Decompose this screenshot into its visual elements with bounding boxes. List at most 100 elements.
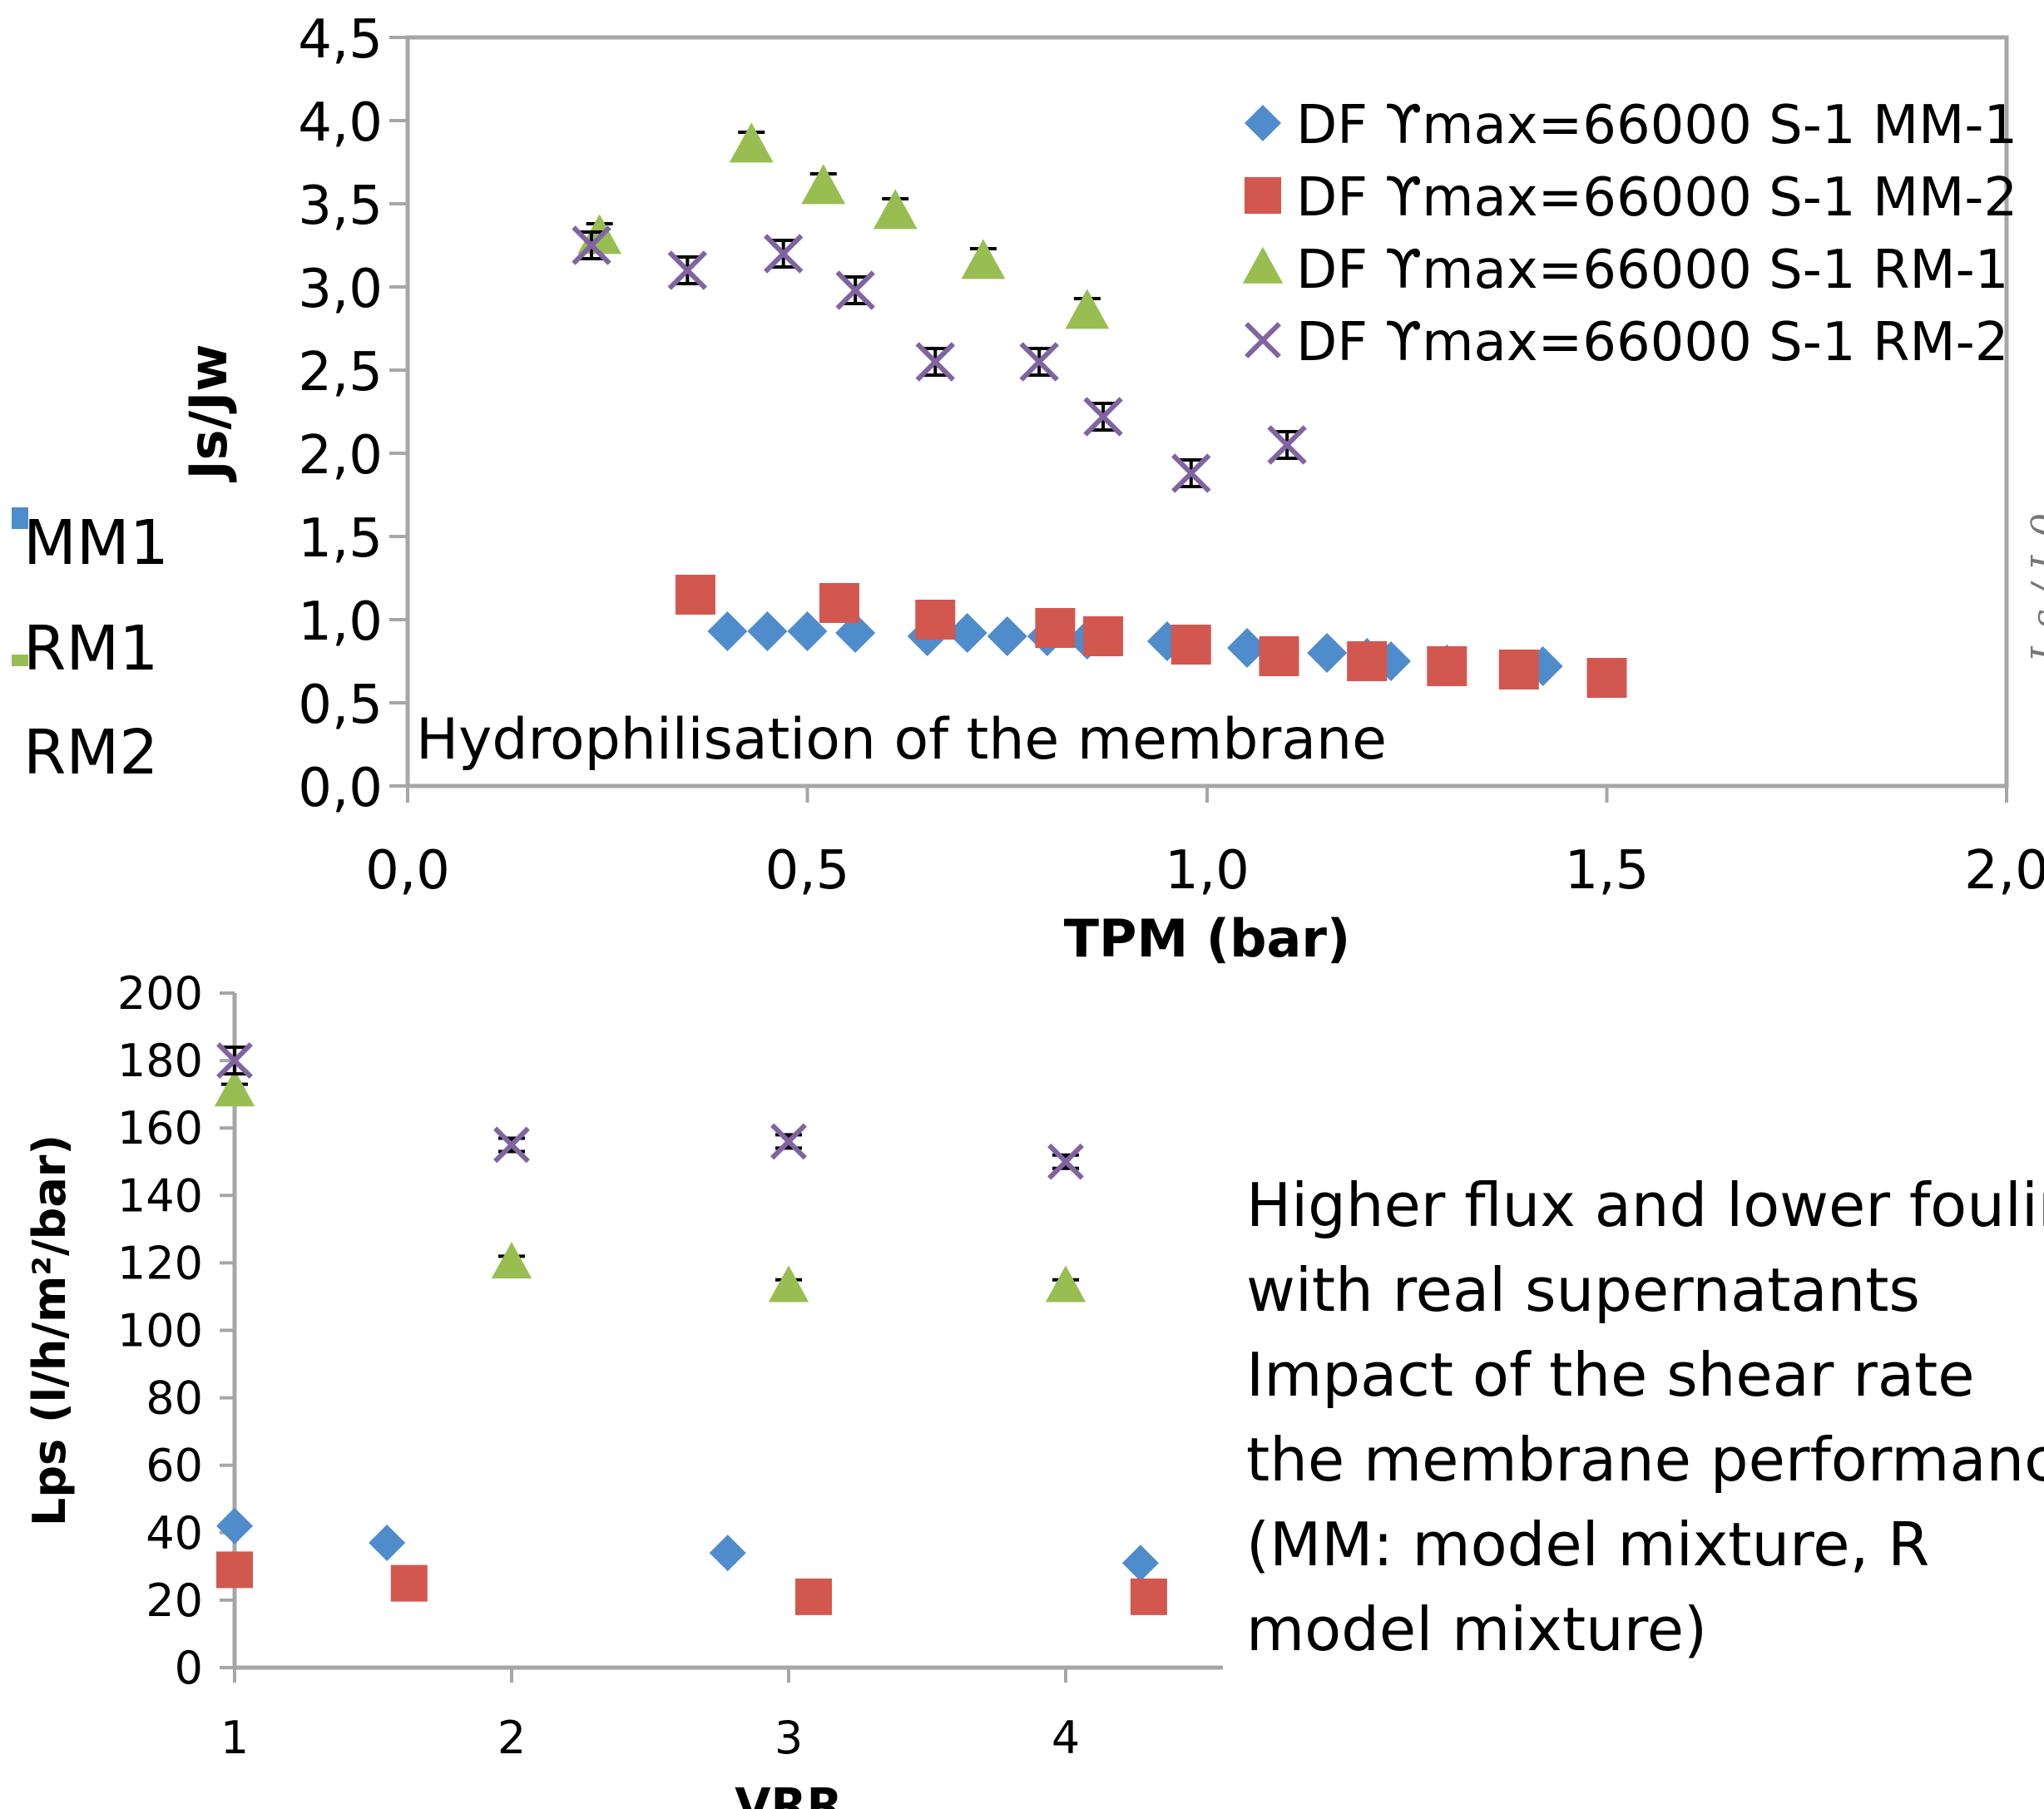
- side-legend-label: RM2: [23, 717, 159, 788]
- legend-x-icon: [1245, 322, 1281, 358]
- y-tick-label: 200: [117, 967, 203, 1020]
- triangle-marker: [961, 239, 1006, 279]
- x-axis-ticks: 0,0 0,5 1,0 1,5 2,0: [365, 786, 2044, 902]
- diamond-marker: [1121, 1545, 1159, 1582]
- notes-text: Higher flux and lower foulin with real s…: [1246, 1163, 2044, 1672]
- y-tick-label: 60: [146, 1440, 203, 1492]
- note-line: (MM: model mixture, R: [1246, 1510, 1930, 1579]
- side-legend-label: RM1: [23, 613, 159, 685]
- y-tick-label: 180: [117, 1035, 203, 1087]
- x-marker: [1267, 425, 1307, 465]
- x-tick-label: 1,0: [1165, 840, 1250, 902]
- x-marker: [216, 1042, 253, 1080]
- x-axis-ticks: 1 2 3 4: [220, 1668, 1080, 1764]
- diamond-marker: [369, 1524, 406, 1561]
- marker-stroke: [1245, 322, 1281, 358]
- x-tick-label: 3: [775, 1712, 803, 1764]
- x-tick-label: 2,0: [1964, 840, 2044, 902]
- y-tick-label: 0,5: [298, 675, 383, 736]
- diamond-marker: [1227, 628, 1268, 668]
- side-legend-item-mm1: MM1: [12, 507, 169, 579]
- legend-label: DF ϒmax=66000 S-1 RM-1: [1296, 240, 2008, 301]
- series-square: [675, 575, 1627, 698]
- y-axis-label: Lps (l/h/m²/bar): [23, 1134, 76, 1526]
- square-marker: [915, 600, 956, 640]
- x-marker: [572, 225, 611, 265]
- series-triangle: [577, 122, 1110, 329]
- y-tick-label: 3,5: [298, 175, 383, 237]
- square-marker: [1130, 1578, 1167, 1615]
- y-tick-label: 140: [117, 1169, 203, 1222]
- x-marker: [770, 1123, 807, 1160]
- legend: DF ϒmax=66000 S-1 MM-1 DF ϒmax=66000 S-1 …: [1242, 95, 2017, 373]
- square-marker: [794, 1578, 832, 1615]
- note-line: Higher flux and lower foulin: [1246, 1170, 2044, 1240]
- diamond-marker: [835, 613, 876, 653]
- x-tick-label: 0,5: [765, 840, 850, 902]
- square-marker: [1498, 650, 1539, 689]
- chart-vrr-lps: 0 20 40 60 80 100 120 140 160 180 200 1 2 3 4 VRR Lps (l…: [23, 967, 1223, 1809]
- side-legend-label: MM1: [23, 507, 169, 579]
- square-marker: [216, 1551, 253, 1589]
- x-marker: [1171, 453, 1211, 493]
- square-marker: [1347, 641, 1388, 681]
- triangle-marker: [801, 164, 846, 205]
- marker-stroke: [216, 1042, 253, 1080]
- marker-stroke: [572, 225, 611, 265]
- diamond-icon: [12, 507, 28, 529]
- legend-diamond-icon: [1245, 105, 1281, 141]
- square-marker: [1035, 608, 1076, 648]
- square-marker: [1170, 625, 1211, 665]
- chart-tpm-js-jw: 0,0 0,5 1,0 1,5 2,0 2,5 3,0 3,5 4,0 4,5 0,0 0,5 1,0 1…: [178, 9, 2044, 965]
- y-tick-label: 120: [117, 1237, 203, 1289]
- x-marker: [763, 234, 804, 274]
- diamond-marker: [787, 611, 828, 651]
- y-tick-label: 2,0: [298, 425, 383, 487]
- x-axis-label: VRR: [735, 1779, 843, 1809]
- square-marker: [1427, 646, 1467, 686]
- y-tick-label: 4,0: [298, 92, 383, 154]
- x-marker: [493, 1126, 530, 1164]
- series-x: [572, 225, 1307, 493]
- y-tick-label: 80: [146, 1372, 203, 1425]
- y-axis-ticks: 0 20 40 60 80 100 120 140 160 180 200: [117, 967, 235, 1694]
- legend-item: DF ϒmax=66000 S-1 RM-2: [1245, 312, 2008, 373]
- marker-stroke: [1267, 425, 1307, 465]
- x-axis-label: TPM (bar): [1064, 908, 1350, 965]
- square-marker: [1083, 616, 1124, 656]
- y-tick-label: 40: [146, 1507, 203, 1559]
- x-marker: [667, 250, 708, 290]
- annotation-text: Hydrophilisation of the membrane: [416, 707, 1387, 773]
- legend-square-icon: [1245, 177, 1281, 214]
- legend-item: DF ϒmax=66000 S-1 MM-1: [1245, 95, 2017, 156]
- diamond-marker: [947, 613, 987, 653]
- y-tick-label: 3,0: [298, 259, 383, 320]
- diamond-marker: [216, 1507, 253, 1545]
- diamond-marker: [1307, 633, 1348, 673]
- triangle-marker: [873, 189, 918, 230]
- series-x: [216, 1042, 1084, 1180]
- square-marker: [1586, 658, 1627, 698]
- y-tick-label: 1,5: [298, 508, 383, 570]
- series-triangle: [214, 1070, 1086, 1302]
- marker-stroke: [1171, 453, 1211, 493]
- note-line: Impact of the shear rate: [1246, 1340, 1975, 1410]
- marker-stroke: [770, 1123, 807, 1160]
- y-tick-label: 100: [117, 1305, 203, 1357]
- marker-stroke: [1083, 397, 1123, 437]
- square-marker: [675, 575, 715, 615]
- x-marker: [835, 270, 875, 310]
- x-tick-label: 2: [497, 1712, 526, 1764]
- marker-stroke: [763, 234, 804, 274]
- marker-stroke: [1019, 342, 1059, 382]
- x-tick-label: 1: [220, 1712, 249, 1764]
- triangle-marker: [491, 1242, 532, 1279]
- legend-triangle-icon: [1242, 246, 1284, 284]
- series-diamond: [216, 1507, 1159, 1582]
- y-axis-label: Js/Jw: [178, 344, 239, 483]
- series-square: [216, 1551, 1167, 1615]
- marker-stroke: [1047, 1143, 1084, 1180]
- legend-label: DF ϒmax=66000 S-1 MM-1: [1296, 95, 2017, 156]
- diamond-marker: [987, 616, 1027, 656]
